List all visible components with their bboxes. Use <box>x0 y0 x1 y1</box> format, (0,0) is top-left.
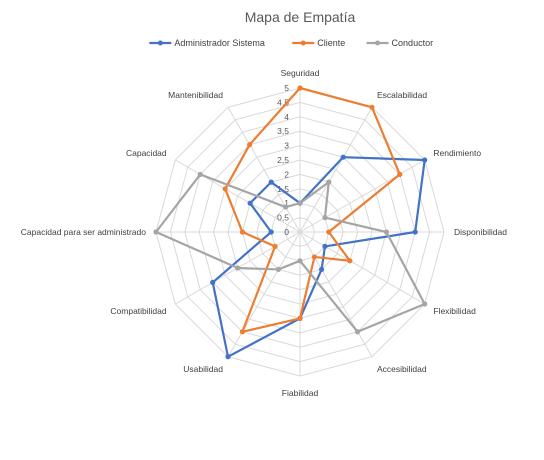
category-label-compatibilidad: Compatibilidad <box>110 306 166 316</box>
category-label-usabilidad: Usabilidad <box>183 364 223 374</box>
data-point <box>322 243 328 249</box>
data-point <box>225 354 231 360</box>
data-point <box>326 179 332 185</box>
data-point <box>222 186 228 192</box>
category-label-escalabilidad: Escalabilidad <box>377 90 427 100</box>
category-label-fiabilidad: Fiabilidad <box>282 388 319 398</box>
data-point <box>383 229 389 235</box>
spoke-line <box>227 231 301 357</box>
spoke-line <box>175 159 301 233</box>
data-series <box>153 85 428 360</box>
tick-label: 1,5 <box>277 184 289 194</box>
data-point <box>297 258 303 264</box>
tick-label: 0,5 <box>277 213 289 223</box>
data-point <box>247 200 253 206</box>
category-label-capacidad-para-ser-administrado: Capacidad para ser administrado <box>21 227 146 237</box>
data-point <box>239 229 245 235</box>
data-point <box>272 243 278 249</box>
category-label-capacidad: Capacidad <box>126 148 167 158</box>
data-point <box>340 154 346 160</box>
legend-swatch-marker <box>375 40 381 46</box>
series-line-conductor <box>154 173 426 333</box>
category-label-mantenibilidad: Mantenibilidad <box>168 90 223 100</box>
tick-label: 2,5 <box>277 155 289 165</box>
data-point <box>283 204 289 210</box>
legend-item-cliente: Cliente <box>292 38 345 48</box>
spoke-line <box>227 107 301 233</box>
tick-label: 1 <box>284 198 289 208</box>
data-point <box>412 229 418 235</box>
series-cliente <box>222 85 403 335</box>
data-point <box>422 157 428 163</box>
category-label-rendimiento: Rendimiento <box>433 148 481 158</box>
data-point <box>297 315 303 321</box>
spoke-line <box>299 107 373 233</box>
spoke-line <box>299 159 425 233</box>
legend-label: Administrador Sistema <box>174 38 265 48</box>
data-point <box>197 171 203 177</box>
data-point <box>210 279 216 285</box>
category-label-accesibilidad: Accesibilidad <box>377 364 427 374</box>
data-point <box>239 329 245 335</box>
data-point <box>369 104 375 110</box>
data-point <box>268 179 274 185</box>
chart-legend: Administrador Sistema Cliente Conductor <box>149 38 433 48</box>
legend-swatch-marker <box>300 40 306 46</box>
data-point <box>275 266 281 273</box>
data-point <box>422 301 428 307</box>
data-point <box>355 329 361 335</box>
category-label-flexibilidad: Flexibilidad <box>433 306 476 316</box>
data-point <box>397 171 403 177</box>
spoke-line <box>299 231 425 305</box>
data-point <box>297 85 303 91</box>
tick-label: 3,5 <box>277 126 289 136</box>
legend-label: Conductor <box>392 38 434 48</box>
data-point <box>347 258 353 264</box>
data-point <box>297 200 303 206</box>
legend-item-administrador-sistema: Administrador Sistema <box>149 38 265 48</box>
chart-title: Mapa de Empatía <box>245 9 356 25</box>
data-point <box>235 265 241 271</box>
category-label-disponibilidad: Disponibilidad <box>454 227 507 237</box>
radar-spokes <box>156 88 444 376</box>
tick-label: 3 <box>284 141 289 151</box>
legend-label: Cliente <box>317 38 345 48</box>
tick-label: 4 <box>284 112 289 122</box>
tick-label: 4,5 <box>277 97 289 107</box>
tick-label: 2 <box>284 169 289 179</box>
tick-label: 5 <box>284 83 289 93</box>
legend-swatch-marker <box>157 40 163 46</box>
radial-tick-labels: 0 0,5 1 1,5 2 2,5 3 3,5 4 4,5 5 <box>277 83 289 237</box>
data-point <box>322 215 328 221</box>
data-point <box>311 254 317 260</box>
series-conductor <box>153 171 428 335</box>
legend-item-conductor: Conductor <box>366 38 434 48</box>
spoke-line <box>299 231 373 357</box>
data-point <box>319 266 325 273</box>
data-point <box>153 229 159 235</box>
category-label-seguridad: Seguridad <box>281 68 320 78</box>
tick-label: 0 <box>284 227 289 237</box>
data-point <box>247 142 253 148</box>
category-labels: Seguridad Escalabilidad Rendimiento Disponi… <box>21 68 507 398</box>
data-point <box>326 229 332 235</box>
data-point <box>268 229 274 235</box>
